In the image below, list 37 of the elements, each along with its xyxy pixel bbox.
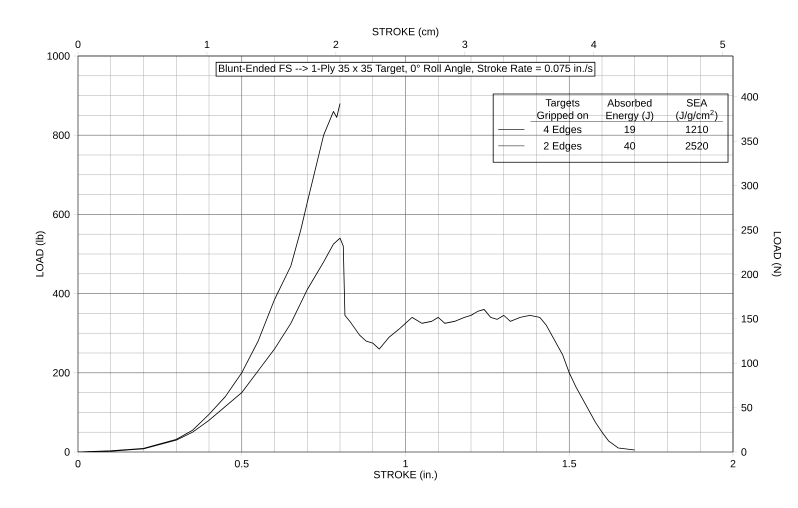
y-axis-title: LOAD (lb) [36, 231, 46, 276]
x2-tick-label: 1 [204, 40, 210, 48]
y-tick-label: 1000 [47, 52, 70, 60]
annotation: 19 [624, 126, 636, 134]
x2-tick-label: 0 [75, 40, 81, 48]
y2-tick-label: 150 [742, 315, 758, 323]
y2-tick-label: 350 [741, 138, 758, 145]
y2-tick-label: 400 [741, 93, 758, 101]
y-tick-label: 800 [52, 131, 70, 139]
x2-axis-title: STROKE (cm) [372, 28, 438, 38]
x-tick-label: 1 [403, 460, 408, 468]
y2-tick-label: 250 [742, 226, 758, 234]
y2-axis-title: LOAD (N) [772, 232, 782, 276]
annotation: SEA (J/g/cm$^{2}$) [676, 99, 718, 122]
annotation: 1210 [686, 126, 708, 134]
x-tick-label: 0 [75, 460, 81, 468]
y-tick-label: 200 [53, 369, 70, 377]
x-tick-label: 1.5 [562, 460, 576, 468]
x-tick-label: 0.5 [234, 460, 249, 468]
y-tick-label: 600 [53, 210, 70, 218]
y2-tick-label: 200 [742, 270, 758, 278]
x2-tick-label: 2 [333, 40, 338, 48]
y2-tick-label: 50 [741, 404, 752, 412]
x2-tick-label: 3 [462, 40, 468, 48]
annotation: 40 [624, 142, 636, 150]
text: Blunt-Ended FS --> 1-Ply 35 x 35 Target, 0° Roll Angle, Stroke Rate = 0.075 in./s [218, 64, 592, 74]
annotation: 2520 [686, 142, 708, 150]
y-tick-label: 0 [64, 448, 70, 456]
annotation: Absorbed Energy (J) [606, 98, 654, 122]
y2-tick-label: 300 [741, 182, 758, 190]
y-tick-label: 400 [52, 290, 70, 298]
x2-tick-label: 5 [720, 40, 726, 48]
y2-tick-label: 0 [741, 448, 746, 456]
y2-tick-label: 100 [742, 359, 758, 367]
x-tick-label: 2 [730, 460, 736, 468]
x-axis-title: STROKE (in.) [374, 470, 437, 480]
x2-tick-label: 4 [591, 40, 596, 48]
